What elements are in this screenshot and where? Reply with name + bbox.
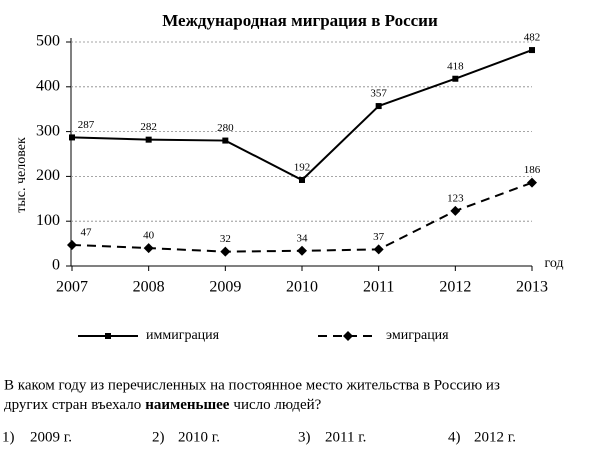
data-label: 34	[297, 232, 309, 244]
question-line: других стран въехало наименьшее число люде…	[4, 397, 322, 413]
data-point	[143, 243, 154, 254]
data-label: 287	[78, 119, 95, 131]
data-point	[222, 137, 229, 144]
data-label: 418	[447, 60, 464, 72]
data-label: 47	[81, 226, 93, 238]
option-number: 4)	[448, 429, 461, 445]
option-number: 2)	[152, 429, 165, 445]
data-point	[299, 176, 305, 183]
x-tick-label: 2007	[56, 279, 88, 296]
data-label: 123	[447, 192, 464, 204]
chart-title: Международная миграция в России	[162, 11, 438, 30]
x-tick-label: 2008	[133, 279, 165, 296]
option-number: 1)	[2, 429, 15, 445]
data-label: 282	[140, 121, 157, 133]
x-axis-label: год	[544, 256, 563, 271]
data-point	[297, 245, 307, 256]
y-tick-label: 200	[36, 167, 60, 184]
data-label: 186	[524, 164, 541, 176]
data-point	[373, 244, 384, 255]
data-label: 192	[294, 162, 311, 174]
option-text: 2011 г.	[325, 429, 366, 445]
legend-marker	[105, 333, 111, 339]
x-tick-label: 2009	[209, 279, 241, 296]
y-tick-label: 0	[52, 257, 60, 274]
legend-marker	[343, 331, 353, 341]
option-text: 2010 г.	[178, 429, 220, 445]
legend-label: иммиграция	[146, 328, 220, 343]
y-tick-label: 300	[36, 122, 60, 139]
data-label: 32	[220, 233, 231, 245]
data-label: 40	[143, 230, 155, 242]
x-tick-label: 2012	[439, 279, 471, 296]
data-point	[450, 205, 461, 216]
question-text: число людей?	[233, 397, 321, 413]
data-point	[375, 103, 382, 110]
x-tick-label: 2010	[286, 279, 318, 296]
legend-label: эмиграция	[386, 328, 449, 343]
data-label: 280	[217, 122, 234, 134]
data-point	[69, 134, 75, 141]
data-label: 357	[370, 88, 387, 100]
data-point	[145, 136, 152, 143]
data-point	[452, 75, 459, 82]
option-text: 2012 г.	[474, 429, 516, 445]
data-label: 482	[524, 32, 541, 44]
data-label: 37	[373, 231, 385, 243]
y-tick-label: 500	[36, 33, 60, 50]
question-emphasis: наименьшее	[145, 397, 230, 413]
x-tick-label: 2011	[363, 279, 394, 296]
option-text: 2009 г.	[30, 429, 72, 445]
question-text: других стран въехало	[4, 397, 141, 413]
x-tick-label: 2013	[516, 279, 548, 296]
y-axis-label: тыс. человек	[14, 137, 29, 213]
data-point	[529, 47, 535, 54]
data-point	[67, 239, 77, 250]
option-number: 3)	[298, 429, 311, 445]
data-point	[527, 177, 537, 188]
data-point	[220, 246, 231, 257]
question-line: В каком году из перечисленных на постоян…	[4, 377, 500, 393]
y-tick-label: 100	[36, 212, 60, 229]
y-tick-label: 400	[36, 77, 60, 94]
